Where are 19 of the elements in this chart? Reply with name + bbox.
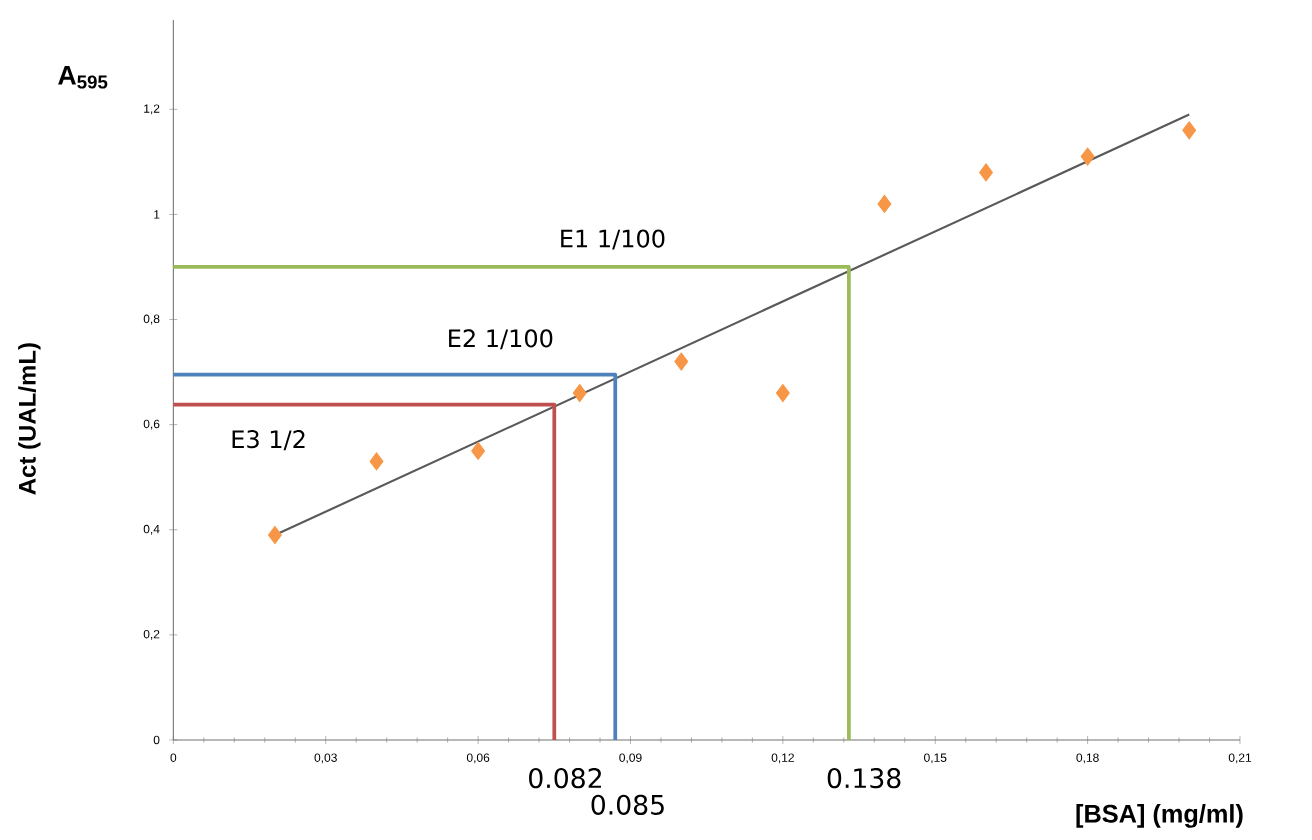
- point: [877, 194, 892, 213]
- x-axis-title: [BSA] (mg/ml): [1076, 804, 1243, 828]
- text: A$_{595}$: [58, 66, 108, 89]
- text: 0.085: [591, 794, 664, 815]
- series-label: E3 1/2: [232, 430, 305, 451]
- text: 0.138: [827, 768, 901, 789]
- text: 0.082: [529, 768, 601, 789]
- point: [674, 352, 689, 371]
- point: [775, 384, 790, 403]
- series-label: E1 1/100: [561, 229, 665, 250]
- series-label: E2 1/100: [449, 329, 553, 350]
- point: [268, 525, 282, 545]
- point: [369, 452, 384, 471]
- point: [1080, 147, 1095, 166]
- point: [572, 384, 587, 403]
- point: [1182, 121, 1197, 140]
- point: [471, 441, 486, 460]
- point: [979, 163, 993, 182]
- y-axis-title: Act (UAL/mL): [18, 343, 41, 495]
